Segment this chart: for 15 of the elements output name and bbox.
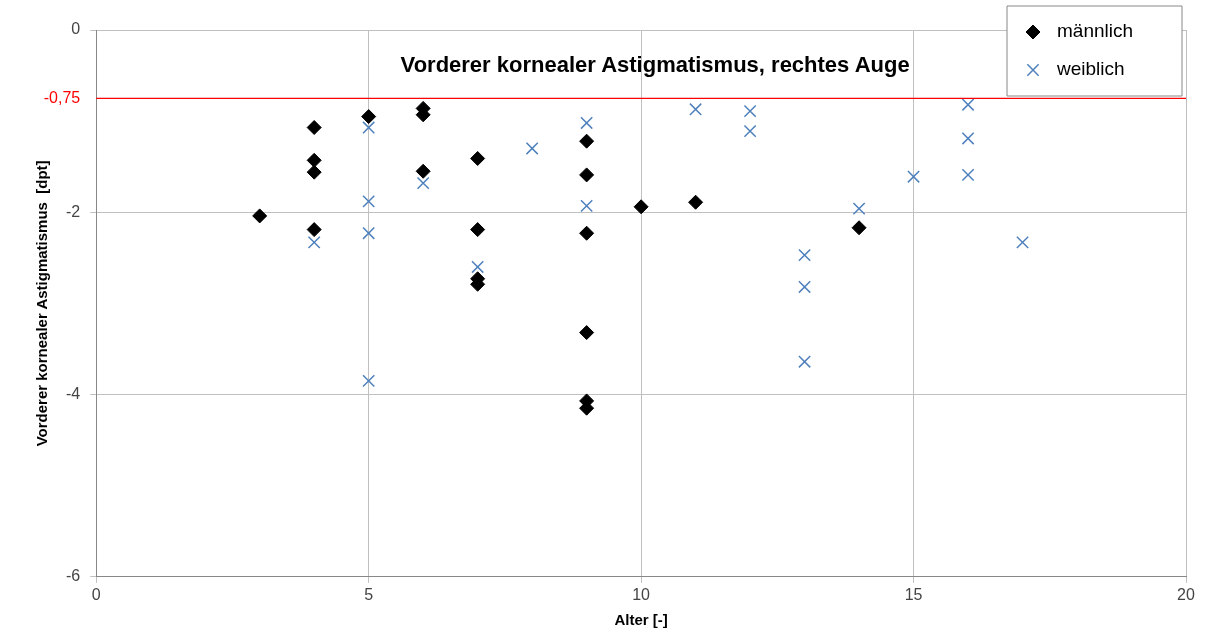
x-tick-label: 15	[904, 585, 923, 603]
y-tick-label: -2	[65, 202, 81, 220]
ref-line-label: -0,75	[43, 88, 81, 106]
y-tick-label: -4	[65, 384, 81, 402]
x-tick-label: 20	[1177, 585, 1195, 603]
y-tick-label: 0	[71, 20, 81, 38]
text: Vorderer kornealer Astigmatismus, rechtes Auge	[400, 52, 910, 78]
y-axis-title: Vorderer kornealer Astigmatismus [dpt]	[33, 160, 51, 447]
y-tick-label: -6	[65, 567, 81, 585]
legend-label: weiblich	[1056, 58, 1125, 80]
x-tick-label: 5	[364, 585, 374, 603]
x-tick-label: 0	[91, 585, 101, 603]
x-axis-title: Alter [-]	[614, 611, 668, 629]
legend-label: männlich	[1057, 20, 1134, 42]
x-tick-label: 10	[632, 585, 651, 603]
